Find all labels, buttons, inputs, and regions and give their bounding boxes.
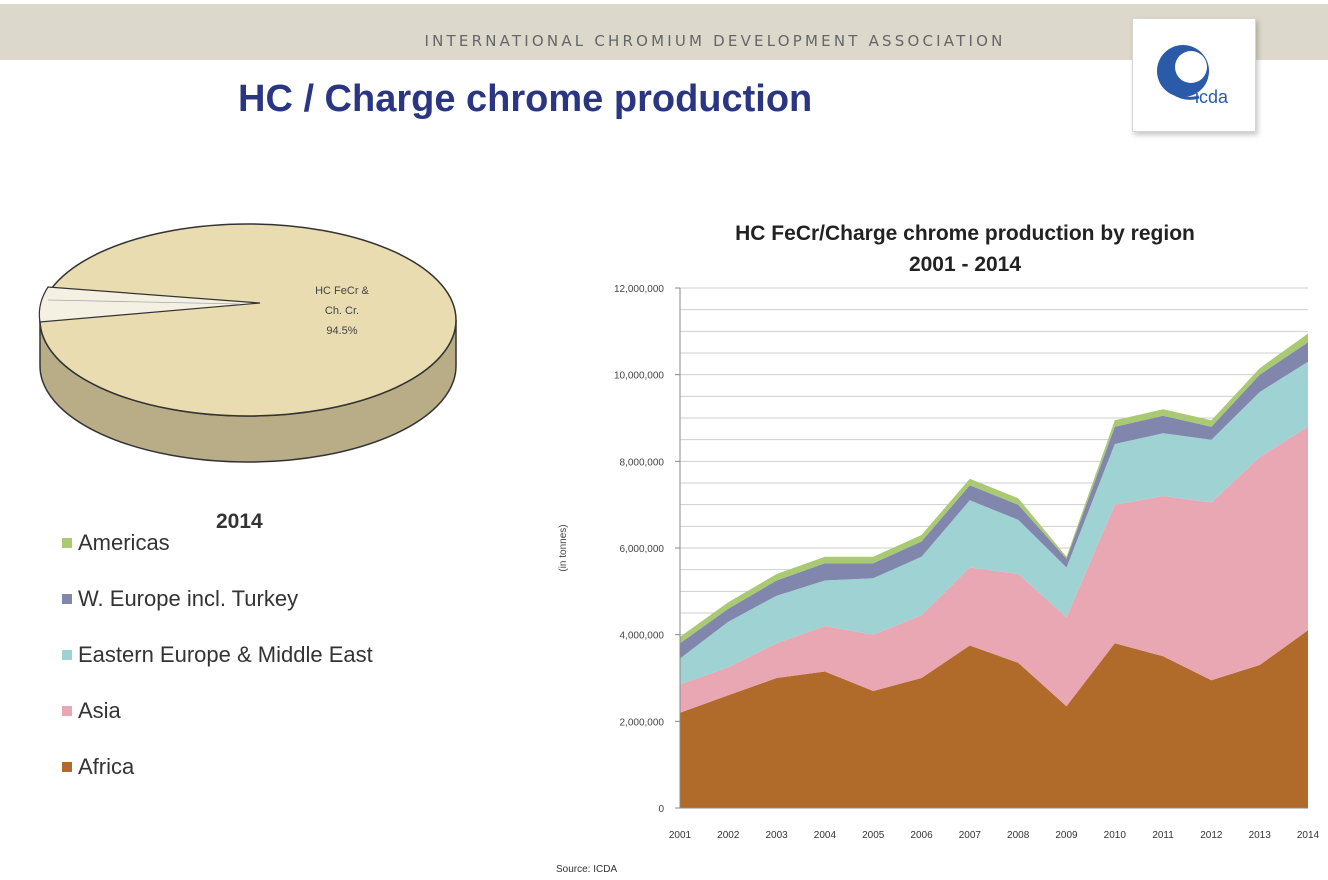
- area-series-africa: [680, 630, 1308, 808]
- pie-label-line-2: Ch. Cr.: [325, 305, 359, 317]
- legend-swatch: [62, 538, 72, 548]
- legend-swatch: [62, 650, 72, 660]
- icda-logo: icda: [1132, 18, 1256, 132]
- x-tick-label: 2011: [1152, 830, 1174, 841]
- x-tick-label: 2010: [1104, 830, 1127, 841]
- pie-chart: HC FeCr & Ch. Cr. 94.5%: [38, 223, 457, 463]
- x-tick-label: 2006: [910, 830, 933, 841]
- icda-logo-graphic: icda: [1157, 45, 1229, 107]
- legend-item-w-europe: W. Europe incl. Turkey: [62, 586, 298, 612]
- x-tick-label: 2002: [717, 830, 740, 841]
- x-tick-label: 2001: [669, 830, 692, 841]
- legend-swatch: [62, 762, 72, 772]
- pie-year-label: 2014: [216, 510, 263, 533]
- logo-circle-cutout: [1175, 51, 1207, 83]
- pie-slice-other: [38, 286, 261, 323]
- x-tick-label: 2012: [1200, 830, 1223, 841]
- y-tick-label: 2,000,000: [620, 717, 665, 728]
- legend-item-asia: Asia: [62, 698, 121, 724]
- chart-subtitle: 2001 - 2014: [908, 253, 1022, 276]
- legend-label: Asia: [78, 698, 121, 723]
- x-tick-label: 2008: [1007, 830, 1030, 841]
- organization-name: INTERNATIONAL CHROMIUM DEVELOPMENT ASSOC…: [424, 32, 1006, 50]
- slide-title: HC / Charge chrome production: [238, 78, 813, 120]
- y-tick-label: 0: [658, 804, 664, 815]
- area-series-americas: [680, 333, 1308, 644]
- pie-label-line-3: 94.5%: [326, 325, 357, 337]
- x-tick-label: 2003: [765, 830, 788, 841]
- y-tick-label: 8,000,000: [620, 457, 665, 468]
- legend-item-eastern-europe: Eastern Europe & Middle East: [62, 642, 373, 668]
- x-tick-label: 2005: [862, 830, 885, 841]
- x-tick-label: 2009: [1055, 830, 1078, 841]
- x-tick-label: 2013: [1249, 830, 1272, 841]
- x-tick-label: 2007: [959, 830, 982, 841]
- y-tick-label: 12,000,000: [614, 284, 664, 295]
- legend-label: Americas: [78, 530, 170, 555]
- legend-label: Africa: [78, 754, 135, 779]
- legend-label: Eastern Europe & Middle East: [78, 642, 373, 667]
- chart-title-block: HC FeCr/Charge chrome production by regi…: [620, 218, 1310, 280]
- area-series-eastern-europe-middle-east: [680, 361, 1308, 685]
- pie-slice-divider: [47, 299, 241, 305]
- pie-label-line-1: HC FeCr &: [315, 285, 369, 297]
- logo-text: icda: [1195, 87, 1229, 107]
- header-banner: [0, 4, 1328, 60]
- legend-item-americas: Americas: [62, 530, 170, 556]
- area-series-w-europe-incl-turkey: [680, 342, 1308, 659]
- area-series-asia: [680, 426, 1308, 713]
- legend-swatch: [62, 706, 72, 716]
- pie-slice-hc-fecr: [39, 223, 457, 417]
- x-tick-label: 2014: [1297, 830, 1320, 841]
- legend-swatch: [62, 594, 72, 604]
- chart-title: HC FeCr/Charge chrome production by regi…: [735, 222, 1195, 245]
- y-axis-label: (in tonnes): [558, 524, 569, 571]
- chart-legend: Americas W. Europe incl. Turkey Eastern …: [62, 528, 502, 788]
- logo-swoosh: [1172, 91, 1200, 100]
- legend-label: W. Europe incl. Turkey: [78, 586, 299, 611]
- x-tick-label: 2004: [814, 830, 837, 841]
- y-tick-label: 4,000,000: [620, 631, 665, 642]
- y-tick-label: 6,000,000: [620, 544, 665, 555]
- legend-item-africa: Africa: [62, 754, 134, 780]
- y-tick-label: 10,000,000: [614, 371, 664, 382]
- source-note: Source: ICDA: [556, 864, 618, 875]
